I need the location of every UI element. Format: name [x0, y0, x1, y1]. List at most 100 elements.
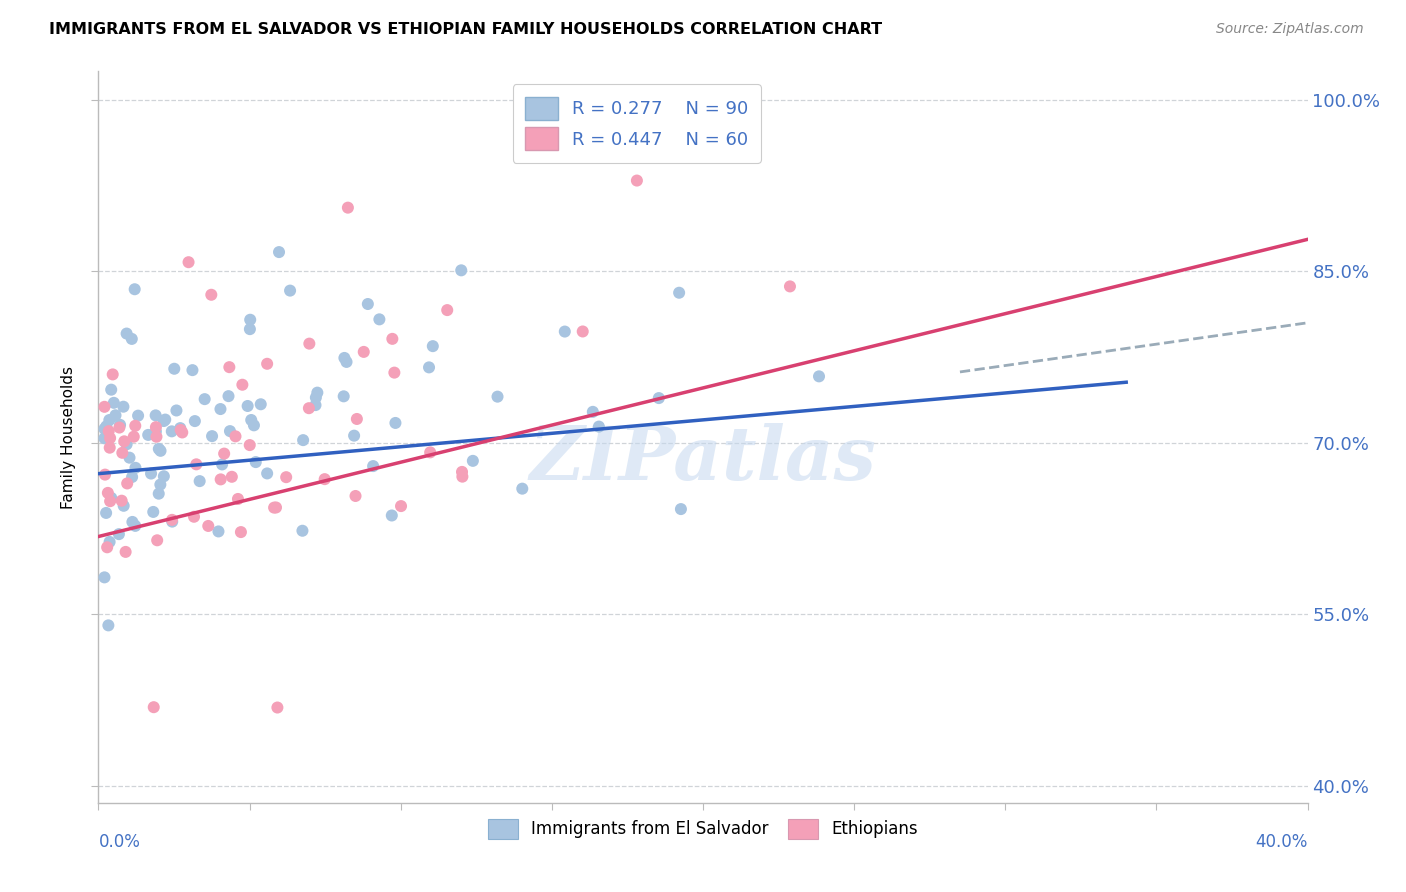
Point	[256, 357, 278, 371]
Point	[139, 467, 162, 481]
Point	[231, 377, 253, 392]
Point	[304, 398, 326, 412]
Point	[201, 429, 224, 443]
Point	[582, 405, 605, 419]
Point	[588, 419, 610, 434]
Point	[486, 390, 509, 404]
Point	[93, 570, 115, 584]
Point	[422, 339, 444, 353]
Point	[418, 360, 440, 375]
Point	[381, 332, 404, 346]
Point	[160, 515, 183, 529]
Point	[451, 469, 474, 483]
Point	[276, 470, 298, 484]
Point	[160, 513, 183, 527]
Point	[343, 428, 366, 442]
Point	[124, 519, 146, 533]
Point	[239, 322, 262, 336]
Point	[239, 438, 262, 452]
Point	[111, 446, 134, 460]
Point	[148, 486, 170, 500]
Point	[122, 430, 145, 444]
Point	[124, 282, 146, 296]
Point	[98, 441, 121, 455]
Point	[218, 389, 240, 403]
Point	[239, 312, 262, 326]
Point	[172, 425, 194, 440]
Point	[229, 525, 252, 540]
Point	[808, 369, 831, 384]
Point	[98, 413, 121, 427]
Point	[461, 454, 484, 468]
Point	[298, 401, 321, 416]
Point	[333, 351, 356, 365]
Point	[100, 491, 122, 505]
Point	[114, 545, 136, 559]
Point	[779, 279, 801, 293]
Point	[307, 385, 329, 400]
Point	[98, 534, 121, 549]
Point	[335, 355, 357, 369]
Point	[94, 506, 117, 520]
Point	[669, 502, 692, 516]
Point	[121, 515, 143, 529]
Point	[100, 383, 122, 397]
Point	[124, 418, 146, 433]
Point	[361, 459, 384, 474]
Text: Source: ZipAtlas.com: Source: ZipAtlas.com	[1216, 22, 1364, 37]
Point	[384, 416, 406, 430]
Point	[245, 455, 267, 469]
Point	[115, 326, 138, 341]
Point	[115, 437, 138, 451]
Point	[436, 303, 458, 318]
Point	[381, 508, 404, 523]
Point	[115, 476, 138, 491]
Point	[668, 285, 690, 300]
Point	[314, 472, 336, 486]
Point	[103, 396, 125, 410]
Point	[200, 287, 222, 301]
Point	[127, 409, 149, 423]
Point	[112, 400, 135, 414]
Point	[226, 491, 249, 506]
Point	[207, 524, 229, 539]
Point	[160, 425, 183, 439]
Y-axis label: Family Households: Family Households	[60, 366, 76, 508]
Point	[170, 423, 193, 437]
Text: ZIPatlas: ZIPatlas	[530, 423, 876, 495]
Point	[148, 442, 170, 456]
Point	[98, 431, 121, 445]
Point	[218, 360, 240, 375]
Point	[94, 467, 117, 482]
Point	[209, 402, 232, 417]
Point	[224, 429, 246, 443]
Point	[194, 392, 217, 406]
Point	[332, 389, 354, 403]
Point	[510, 482, 533, 496]
Point	[149, 477, 172, 491]
Point	[142, 700, 165, 714]
Point	[256, 467, 278, 481]
Point	[112, 434, 135, 449]
Point	[165, 403, 187, 417]
Point	[124, 460, 146, 475]
Point	[97, 618, 120, 632]
Point	[211, 458, 233, 472]
Point	[451, 465, 474, 479]
Point	[197, 519, 219, 533]
Point	[346, 412, 368, 426]
Point	[96, 419, 118, 434]
Point	[93, 431, 115, 445]
Point	[163, 361, 186, 376]
Point	[184, 414, 207, 428]
Point	[236, 399, 259, 413]
Point	[263, 500, 285, 515]
Point	[267, 245, 290, 260]
Point	[181, 363, 204, 377]
Point	[177, 255, 200, 269]
Point	[357, 297, 380, 311]
Point	[93, 400, 115, 414]
Point	[153, 414, 176, 428]
Point	[97, 424, 120, 438]
Point	[219, 424, 242, 438]
